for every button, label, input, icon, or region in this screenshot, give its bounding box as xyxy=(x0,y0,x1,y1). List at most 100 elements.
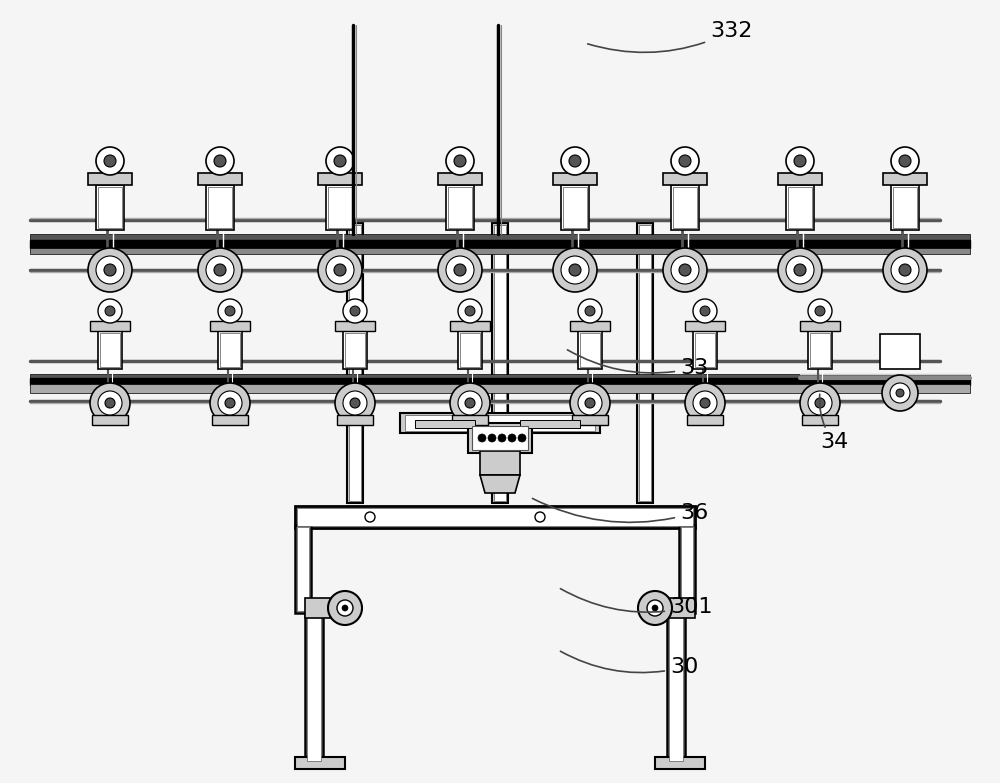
Bar xyxy=(639,225,651,501)
Bar xyxy=(100,333,120,367)
Bar xyxy=(328,187,352,228)
Circle shape xyxy=(585,306,595,316)
Bar xyxy=(347,223,363,503)
Circle shape xyxy=(570,383,610,423)
Bar xyxy=(561,185,589,230)
Circle shape xyxy=(891,256,919,284)
Bar xyxy=(520,420,580,428)
Circle shape xyxy=(800,383,840,423)
Bar xyxy=(808,331,832,369)
Circle shape xyxy=(218,299,242,323)
Circle shape xyxy=(679,264,691,276)
Circle shape xyxy=(815,398,825,408)
Bar xyxy=(30,374,970,379)
Circle shape xyxy=(458,299,482,323)
Circle shape xyxy=(569,155,581,167)
Circle shape xyxy=(535,512,545,522)
Bar xyxy=(297,508,693,526)
Bar xyxy=(450,321,490,331)
Bar xyxy=(553,173,597,185)
Bar xyxy=(88,173,132,185)
Bar xyxy=(810,333,830,367)
Circle shape xyxy=(882,375,918,411)
Bar xyxy=(415,420,475,428)
Circle shape xyxy=(350,398,360,408)
Circle shape xyxy=(896,389,904,397)
Bar xyxy=(337,415,373,425)
Circle shape xyxy=(214,264,226,276)
Bar xyxy=(30,234,970,240)
Bar xyxy=(673,187,697,228)
Bar xyxy=(788,187,812,228)
Bar xyxy=(92,415,128,425)
Polygon shape xyxy=(480,475,520,493)
Circle shape xyxy=(518,434,526,442)
Bar xyxy=(472,426,528,450)
Bar xyxy=(679,525,695,613)
Circle shape xyxy=(225,398,235,408)
Circle shape xyxy=(700,398,710,408)
Bar xyxy=(343,331,367,369)
Text: 36: 36 xyxy=(532,499,708,523)
Bar xyxy=(580,333,600,367)
Bar xyxy=(468,423,532,453)
Circle shape xyxy=(365,512,375,522)
Circle shape xyxy=(218,391,242,415)
Bar xyxy=(480,451,520,475)
Circle shape xyxy=(326,256,354,284)
Bar xyxy=(345,333,365,367)
Circle shape xyxy=(465,306,475,316)
Bar xyxy=(681,527,693,611)
Circle shape xyxy=(334,155,346,167)
Bar xyxy=(305,611,323,763)
Bar xyxy=(212,415,248,425)
Bar xyxy=(349,225,361,501)
Bar xyxy=(880,334,920,369)
Circle shape xyxy=(561,256,589,284)
Circle shape xyxy=(578,391,602,415)
Circle shape xyxy=(105,306,115,316)
Bar xyxy=(98,331,122,369)
Bar xyxy=(802,415,838,425)
Circle shape xyxy=(450,383,490,423)
Circle shape xyxy=(454,155,466,167)
Circle shape xyxy=(786,147,814,175)
Bar xyxy=(800,321,840,331)
Circle shape xyxy=(342,605,348,611)
Circle shape xyxy=(663,248,707,292)
Bar xyxy=(685,321,725,331)
Bar xyxy=(30,240,970,248)
Circle shape xyxy=(198,248,242,292)
Bar xyxy=(307,613,321,761)
Circle shape xyxy=(343,299,367,323)
Circle shape xyxy=(334,264,346,276)
Circle shape xyxy=(335,383,375,423)
Bar xyxy=(208,187,232,228)
Circle shape xyxy=(318,248,362,292)
Bar xyxy=(295,506,695,528)
Circle shape xyxy=(225,306,235,316)
Bar xyxy=(458,331,482,369)
Circle shape xyxy=(794,264,806,276)
Circle shape xyxy=(105,398,115,408)
Circle shape xyxy=(890,383,910,403)
Circle shape xyxy=(478,434,486,442)
Circle shape xyxy=(326,147,354,175)
Circle shape xyxy=(458,391,482,415)
Bar xyxy=(460,333,480,367)
Bar xyxy=(492,223,508,503)
Circle shape xyxy=(808,299,832,323)
Circle shape xyxy=(96,147,124,175)
Circle shape xyxy=(343,391,367,415)
Bar xyxy=(295,757,345,769)
Circle shape xyxy=(578,299,602,323)
Bar xyxy=(667,611,685,763)
Text: 33: 33 xyxy=(567,350,708,378)
Text: 332: 332 xyxy=(588,21,752,52)
Bar xyxy=(218,331,242,369)
Bar xyxy=(98,187,122,228)
Circle shape xyxy=(815,306,825,316)
Circle shape xyxy=(569,264,581,276)
Bar xyxy=(318,173,362,185)
Circle shape xyxy=(585,398,595,408)
